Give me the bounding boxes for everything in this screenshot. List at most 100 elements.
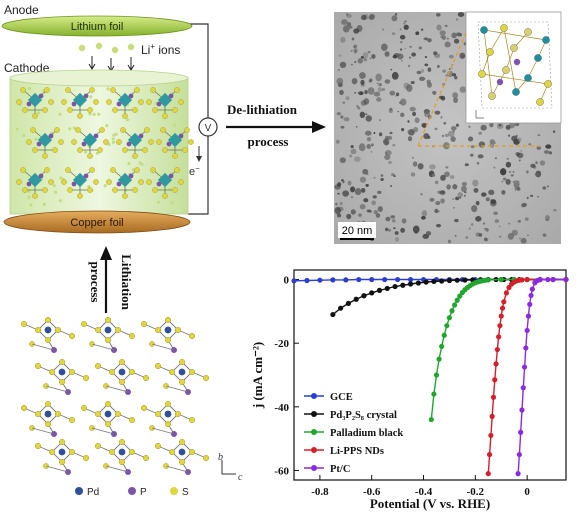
data-point: [518, 429, 524, 435]
legend-label: Li-PPS NDs: [330, 446, 384, 457]
nanodot: [358, 143, 366, 152]
nanodot: [354, 188, 362, 196]
nanodot: [432, 90, 437, 95]
nanodot: [394, 237, 400, 242]
nanodot: [391, 173, 395, 177]
nanodot: [343, 117, 350, 122]
nanodot: [337, 69, 341, 71]
nanodot: [411, 156, 414, 159]
nanodot: [418, 46, 423, 50]
li-ion-dot: [29, 203, 33, 207]
li-ion-dot: [111, 137, 115, 141]
nanodot: [489, 142, 495, 148]
nanodot: [340, 36, 346, 43]
nanodot: [519, 237, 521, 240]
nanodot: [477, 154, 484, 159]
nanodot: [388, 228, 392, 232]
nanodot: [346, 13, 352, 19]
nanodot: [356, 105, 359, 108]
crystal-unit: [140, 317, 195, 353]
nanodot: [370, 143, 374, 147]
nanodot: [365, 173, 369, 176]
data-point: [497, 323, 503, 329]
nanodot: [353, 50, 357, 54]
nanodot: [537, 195, 540, 198]
nanodot: [360, 188, 366, 193]
nanodot: [453, 38, 460, 44]
nanodot: [501, 189, 506, 195]
nanodot: [357, 91, 360, 94]
data-point: [415, 280, 421, 286]
nanodot: [411, 52, 417, 57]
nanodot: [359, 176, 367, 183]
nanodot: [425, 231, 432, 236]
nanodot: [539, 160, 546, 166]
nanodot: [407, 120, 410, 123]
inset-atom: [512, 88, 520, 96]
crystal-unit: [21, 401, 75, 437]
data-point: [361, 293, 367, 299]
delithiation-arrow: De-lithiation process: [226, 102, 326, 149]
nanodot: [410, 81, 415, 85]
nanodot: [448, 68, 451, 70]
inset-atom: [502, 66, 510, 74]
nanodot: [408, 64, 411, 68]
data-point: [407, 276, 414, 283]
nanodot: [437, 210, 440, 213]
nanodot: [336, 77, 344, 85]
nanodot: [448, 54, 454, 59]
p-legend-label: P: [140, 487, 147, 498]
nanodot: [452, 198, 455, 200]
nanodot: [512, 181, 515, 183]
data-point: [493, 361, 499, 367]
nanodot: [436, 64, 440, 69]
data-point: [317, 277, 323, 283]
data-point: [428, 416, 434, 423]
nanodot: [453, 207, 455, 209]
pps-unit: [146, 167, 184, 199]
nanodot: [446, 184, 451, 190]
nanodot: [480, 124, 487, 131]
nanodot: [434, 180, 439, 185]
nanodot: [468, 227, 471, 230]
tem-nanodots: [334, 12, 557, 244]
lithium-foil-label: Lithium foil: [71, 21, 124, 33]
crystal-unit: [94, 359, 149, 395]
data-point: [498, 313, 504, 319]
data-point: [439, 278, 445, 284]
nanodot: [501, 180, 504, 183]
li-ion-dot: [92, 112, 96, 116]
nanodot: [542, 233, 547, 237]
nanodot: [483, 222, 486, 225]
nanodot: [391, 219, 396, 223]
inset-atom: [496, 78, 504, 86]
nanodot: [364, 90, 368, 95]
nanodot: [363, 98, 370, 105]
nanodot: [339, 201, 343, 206]
nanodot: [415, 31, 420, 36]
nanodot: [453, 97, 459, 104]
nanodot: [377, 206, 383, 212]
nanodot: [363, 198, 369, 203]
nanodot: [381, 43, 388, 51]
nanodot: [351, 37, 355, 41]
nanodot: [336, 112, 341, 116]
nanodot: [369, 13, 375, 20]
nanodot: [394, 12, 398, 16]
data-point: [423, 279, 429, 285]
nanodot: [455, 123, 459, 127]
nanodot: [409, 106, 416, 112]
li-ion-dot: [156, 200, 161, 204]
data-point: [441, 332, 447, 338]
copper-foil-label: Copper foil: [70, 217, 123, 229]
nanodot: [365, 113, 368, 116]
nanodot: [404, 47, 407, 50]
nanodot: [507, 134, 511, 137]
nanodot: [514, 187, 518, 191]
nanodot: [464, 163, 469, 167]
data-point: [400, 282, 406, 288]
nanodot: [444, 24, 448, 27]
nanodot: [367, 50, 371, 54]
nanodot: [353, 28, 360, 34]
